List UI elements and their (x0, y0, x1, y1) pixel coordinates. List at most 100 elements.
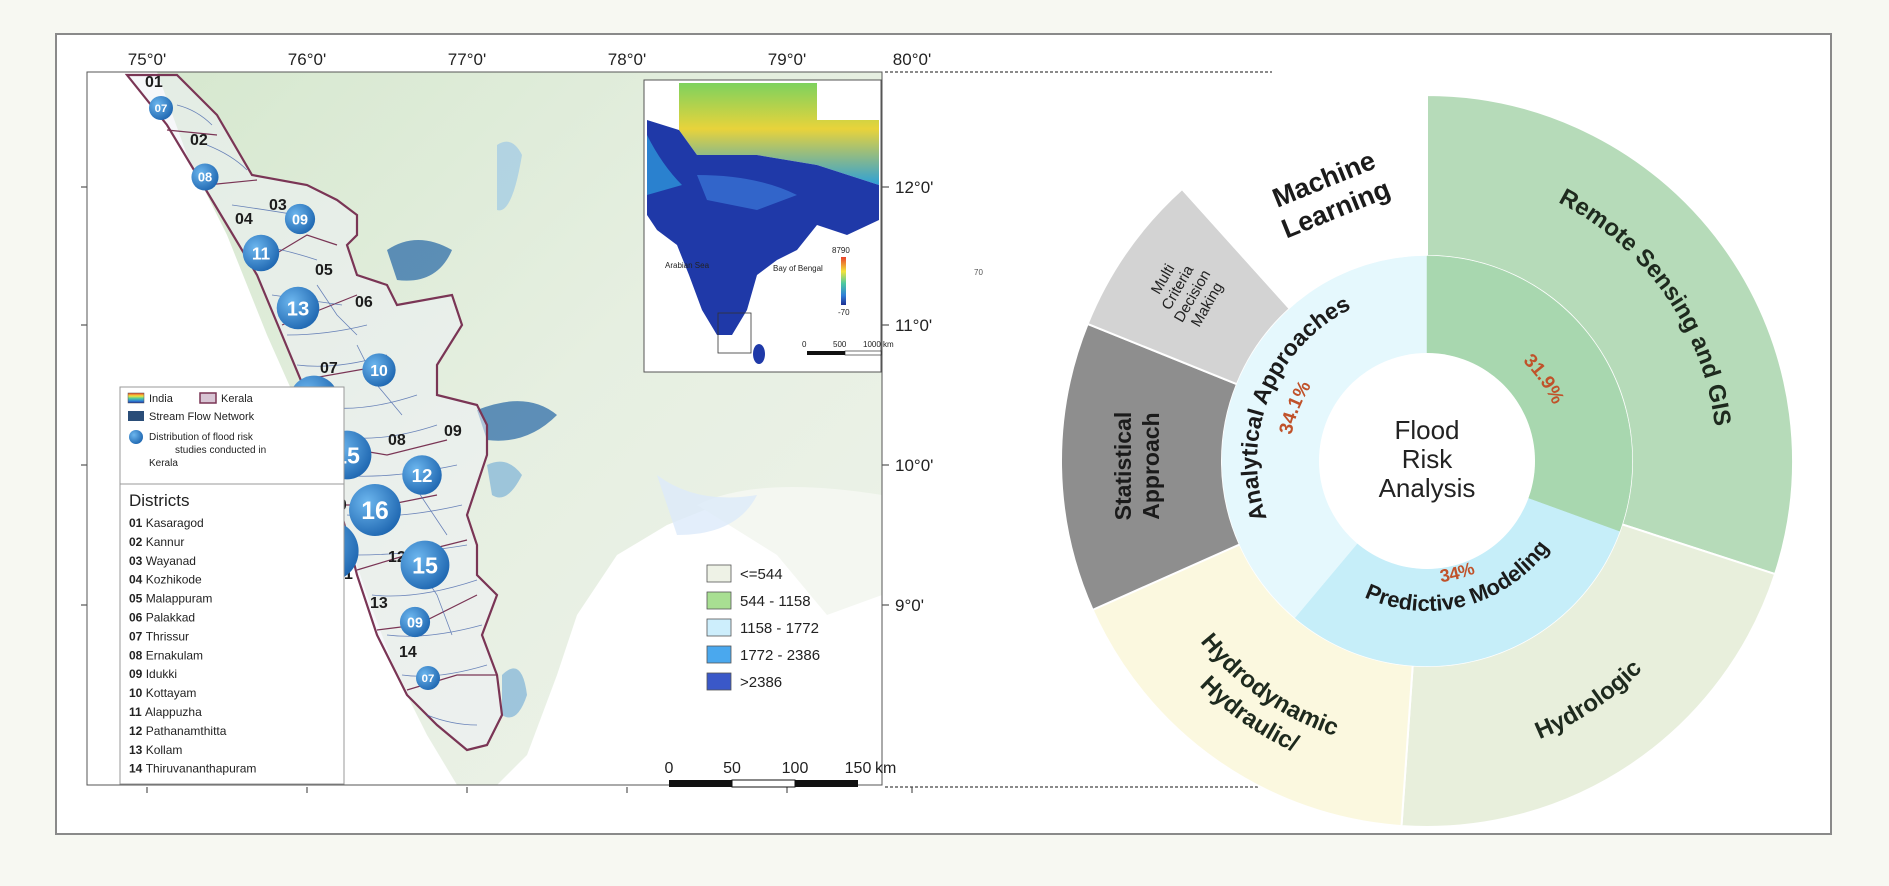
district-entry: 04 Kozhikode (129, 573, 202, 587)
center-label: Analysis (1379, 473, 1476, 503)
legend-india: India (149, 393, 174, 405)
district-entry: 01 Kasaragod (129, 516, 204, 530)
latitude-label: 9°0' (895, 596, 924, 615)
inset-srilanka (753, 344, 765, 364)
study-count-10: 16 (361, 498, 388, 525)
study-count-14: 07 (422, 673, 435, 685)
district-number-03: 03 (269, 197, 287, 214)
study-count-01: 07 (155, 103, 168, 115)
figure-canvas: <=544 544 - 1158 1158 - 1772 1772 - 2386 >23… (81, 50, 1794, 828)
study-bubble-02 (191, 163, 219, 191)
elevation-label: 1158 - 1772 (740, 620, 819, 637)
district-number-04: 04 (235, 211, 253, 228)
india-swatch (127, 392, 145, 404)
study-bubble-09 (402, 455, 442, 495)
district-list: 01 Kasaragod 02 Kannur 03 Wayanad 04 Kozhik… (129, 516, 256, 776)
ghats-patch (487, 461, 522, 498)
kerala-swatch (199, 392, 217, 404)
district-entry: 10 Kottayam (129, 686, 196, 700)
longitude-label: 78°0' (608, 50, 646, 69)
district-entry: 07 Thrissur (129, 629, 189, 643)
study-count-09: 12 (412, 465, 433, 486)
latitude-label: 11°0' (895, 316, 932, 335)
study-bubble-04 (242, 234, 280, 272)
district-entry: 11 Alappuzha (129, 705, 202, 719)
latitude-ticks: 12°0' 11°0' 10°0' 9°0' (81, 178, 933, 615)
study-count-05: 13 (287, 298, 310, 320)
district-entry: 14 Thiruvananthapuram (129, 762, 256, 776)
district-entry: 09 Idukki (129, 667, 177, 681)
inset-min: -70 (838, 308, 850, 317)
figure-frame: <=544 544 - 1158 1158 - 1772 1772 - 2386 >23… (55, 33, 1832, 835)
district-number-02: 02 (190, 132, 208, 149)
elevation-swatch (706, 645, 732, 664)
longitude-label: 79°0' (768, 50, 806, 69)
outer-label-approach: Approach (1138, 412, 1164, 519)
scale-unit: km (875, 760, 896, 777)
ghats-patch (477, 401, 557, 441)
elevation-label: 544 - 1158 (740, 593, 811, 610)
study-bubble-13 (399, 606, 431, 638)
study-count-12: 15 (412, 553, 438, 579)
legend-studies-line2: studies conducted in (175, 445, 266, 456)
inset-scale-1000: 1000 km (863, 340, 894, 349)
study-count-04: 11 (252, 243, 271, 263)
districts-box (119, 483, 345, 785)
map-panel: <=544 544 - 1158 1158 - 1772 1772 - 2386 >23… (81, 50, 983, 793)
study-count-02: 08 (198, 170, 212, 185)
district-entry: 03 Wayanad (129, 554, 196, 568)
inset-max: 8790 (832, 246, 850, 255)
district-number-06: 06 (355, 294, 373, 311)
inset-west (647, 135, 682, 195)
scale-tick: 150 (845, 760, 872, 777)
study-bubble-14 (416, 666, 440, 690)
study-bubble-01 (149, 96, 173, 120)
ghats-patch (502, 668, 527, 718)
scale-tick: 50 (723, 760, 741, 777)
district-entry: 05 Malappuram (129, 592, 212, 606)
wheel-center (1319, 353, 1535, 569)
study-count-06: 10 (370, 363, 388, 380)
inset-colorbar (841, 257, 846, 305)
bay-shading (697, 487, 882, 615)
longitude-label: 77°0' (448, 50, 486, 69)
elevation-swatch (706, 672, 732, 691)
districts-legend: Districts 01 Kasaragod 02 Kannur 03 Wayana… (119, 483, 345, 785)
district-entry: 06 Palakkad (129, 611, 195, 625)
elevation-label: <=544 (740, 566, 783, 583)
legend-studies-line3: Kerala (149, 458, 178, 469)
ghats-patch (387, 240, 452, 281)
study-bubble-12 (400, 540, 450, 590)
district-entry: 13 Kollam (129, 743, 182, 757)
longitude-label: 75°0' (128, 50, 166, 69)
inset-scale-500: 500 (833, 340, 847, 349)
study-count-13: 09 (407, 615, 423, 631)
legend-kerala: Kerala (221, 393, 254, 405)
ghats-patch (497, 141, 522, 211)
district-number-14: 14 (399, 644, 417, 661)
longitude-label: 76°0' (288, 50, 326, 69)
latitude-label: 10°0' (895, 456, 933, 475)
longitude-label: 80°0' (893, 50, 931, 69)
district-number-13: 13 (370, 595, 388, 612)
inset-plain (697, 175, 797, 210)
study-bubble-05 (276, 286, 320, 330)
district-entry: 02 Kannur (129, 535, 184, 549)
elevation-swatch (706, 564, 732, 583)
study-bubble-10 (349, 484, 401, 536)
stream-swatch (128, 411, 144, 421)
scale-tick: 100 (782, 760, 809, 777)
elevation-swatch (706, 591, 732, 610)
elevation-label: 1772 - 2386 (740, 647, 820, 664)
scale-bar: 0 50 100 150 km (665, 760, 896, 788)
district-entry: 12 Pathanamthitta (129, 724, 227, 738)
inset-arabian-sea: Arabian Sea (665, 261, 710, 270)
legend-stream: Stream Flow Network (149, 411, 255, 423)
district-entry: 08 Ernakulam (129, 648, 203, 662)
map-legend-box (119, 386, 345, 495)
map-border (86, 71, 883, 786)
district-number-09: 09 (444, 423, 462, 440)
center-label: Flood (1394, 415, 1459, 445)
india-inset: Arabian Sea Bay of Bengal 8790 -70 0 500… (643, 79, 894, 373)
